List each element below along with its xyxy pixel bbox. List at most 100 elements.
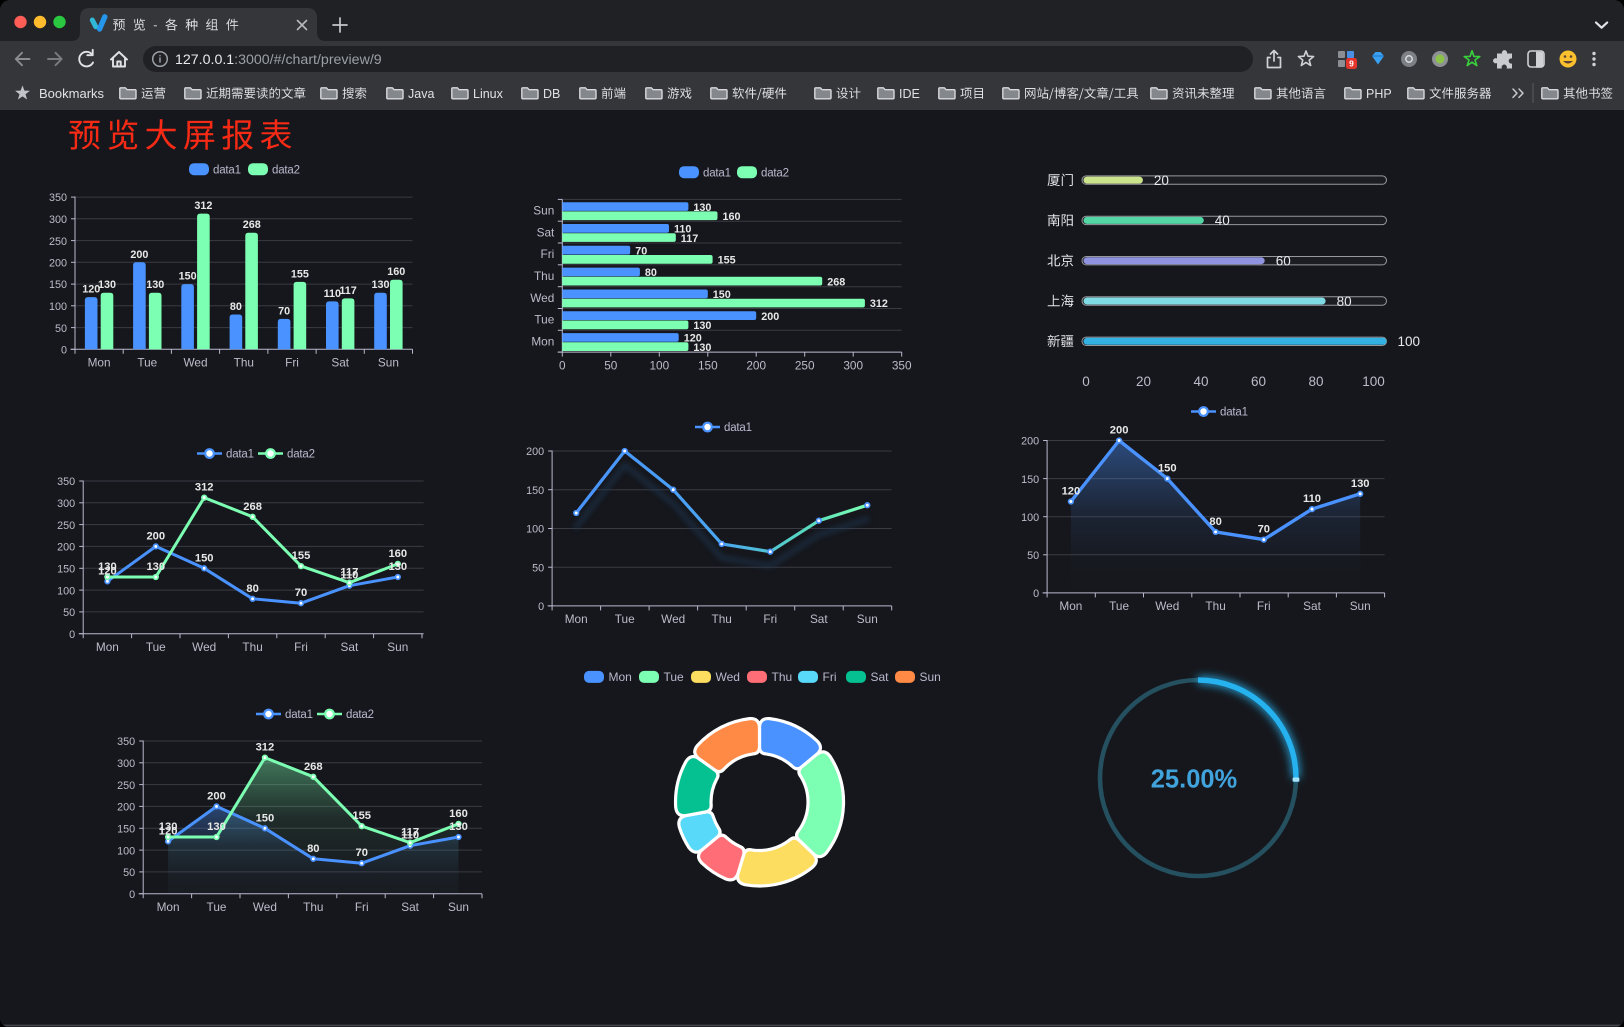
svg-text:Sat: Sat xyxy=(341,640,359,654)
svg-text:Sat: Sat xyxy=(401,900,419,914)
svg-text:312: 312 xyxy=(256,742,275,754)
svg-text:117: 117 xyxy=(339,285,356,297)
svg-text:0: 0 xyxy=(129,889,135,901)
svg-text:0: 0 xyxy=(61,345,67,357)
svg-text:data2: data2 xyxy=(287,449,315,461)
svg-text:0: 0 xyxy=(538,601,544,613)
svg-text:Mon: Mon xyxy=(88,356,111,370)
svg-text:117: 117 xyxy=(401,827,419,839)
svg-text:250: 250 xyxy=(49,236,67,248)
svg-text:Thu: Thu xyxy=(712,612,732,626)
svg-text:130: 130 xyxy=(693,320,711,332)
svg-text:Fri: Fri xyxy=(823,670,837,684)
svg-text:70: 70 xyxy=(295,587,307,599)
svg-text:268: 268 xyxy=(243,219,261,231)
svg-text:268: 268 xyxy=(243,501,262,513)
svg-text:50: 50 xyxy=(63,607,75,619)
svg-text:70: 70 xyxy=(355,847,367,859)
svg-text:200: 200 xyxy=(49,258,67,270)
svg-text:150: 150 xyxy=(1158,463,1177,475)
svg-text:50: 50 xyxy=(604,358,618,372)
svg-text:9: 9 xyxy=(1349,59,1354,69)
svg-text:Fri: Fri xyxy=(763,612,777,626)
svg-text:80: 80 xyxy=(1209,516,1221,528)
svg-text:130: 130 xyxy=(693,202,711,214)
svg-text:0: 0 xyxy=(559,358,566,372)
svg-text:200: 200 xyxy=(746,358,766,372)
svg-text:250: 250 xyxy=(795,358,815,372)
svg-text:200: 200 xyxy=(117,802,135,814)
svg-text:Tue: Tue xyxy=(534,313,554,327)
svg-text:160: 160 xyxy=(388,548,407,560)
svg-text:120: 120 xyxy=(82,284,100,296)
svg-text:200: 200 xyxy=(57,542,75,554)
svg-text:312: 312 xyxy=(194,200,212,212)
svg-text:150: 150 xyxy=(57,564,75,576)
svg-text:60: 60 xyxy=(1276,254,1291,269)
svg-text:Thu: Thu xyxy=(1205,599,1225,613)
svg-text:160: 160 xyxy=(387,266,405,278)
svg-text:350: 350 xyxy=(117,736,135,748)
svg-text:Fri: Fri xyxy=(355,900,369,914)
svg-text:Thu: Thu xyxy=(534,269,554,283)
svg-text:40: 40 xyxy=(1193,374,1208,389)
svg-text:100: 100 xyxy=(57,585,75,597)
svg-text:PHP: PHP xyxy=(1366,87,1392,101)
svg-text:100: 100 xyxy=(49,301,67,313)
svg-text:200: 200 xyxy=(207,790,226,802)
svg-text:Wed: Wed xyxy=(253,900,277,914)
svg-text:130: 130 xyxy=(146,561,165,573)
svg-text:300: 300 xyxy=(843,358,863,372)
svg-text:130: 130 xyxy=(146,279,164,291)
svg-text:110: 110 xyxy=(324,288,341,300)
svg-text:120: 120 xyxy=(1062,486,1081,498)
svg-text:Fri: Fri xyxy=(294,640,308,654)
svg-text:Sun: Sun xyxy=(857,612,878,626)
svg-text:312: 312 xyxy=(870,298,888,310)
svg-text:70: 70 xyxy=(1258,524,1270,536)
svg-text:Wed: Wed xyxy=(661,612,685,626)
svg-text:100: 100 xyxy=(1362,374,1385,389)
svg-text:Tue: Tue xyxy=(664,670,685,684)
svg-text:117: 117 xyxy=(681,233,698,245)
svg-text:Tue: Tue xyxy=(146,640,166,654)
svg-text:Tue: Tue xyxy=(207,900,227,914)
svg-text:Java: Java xyxy=(408,87,434,101)
svg-text:Wed: Wed xyxy=(716,670,740,684)
svg-text:200: 200 xyxy=(761,311,779,323)
svg-text:Thu: Thu xyxy=(234,356,254,370)
svg-text:Sun: Sun xyxy=(387,640,408,654)
svg-text:data1: data1 xyxy=(285,709,313,721)
svg-text:150: 150 xyxy=(1021,474,1039,486)
svg-text:150: 150 xyxy=(698,358,718,372)
svg-text:80: 80 xyxy=(246,583,258,595)
svg-text:200: 200 xyxy=(526,446,544,458)
svg-text:0: 0 xyxy=(69,629,75,641)
svg-text:127.0.0.1:3000/#/chart/preview: 127.0.0.1:3000/#/chart/preview/9 xyxy=(175,52,382,68)
svg-text:Mon: Mon xyxy=(1059,599,1082,613)
svg-text:150: 150 xyxy=(526,485,544,497)
svg-text:155: 155 xyxy=(291,268,309,280)
svg-text:130: 130 xyxy=(388,561,407,573)
svg-text:120: 120 xyxy=(159,825,178,837)
svg-text:data2: data2 xyxy=(272,164,300,176)
svg-text:100: 100 xyxy=(1398,334,1421,349)
svg-text:150: 150 xyxy=(256,812,275,824)
svg-text:110: 110 xyxy=(401,830,419,842)
svg-text:0: 0 xyxy=(1033,588,1039,600)
svg-text:110: 110 xyxy=(1303,493,1321,505)
svg-text:80: 80 xyxy=(1308,374,1323,389)
svg-text:155: 155 xyxy=(292,550,311,562)
svg-text:20: 20 xyxy=(1154,173,1169,188)
svg-text:Sat: Sat xyxy=(871,670,890,684)
svg-text:DB: DB xyxy=(543,87,560,101)
svg-text:117: 117 xyxy=(340,567,358,579)
svg-text:Thu: Thu xyxy=(772,670,793,684)
svg-text:150: 150 xyxy=(117,824,135,836)
svg-text:data2: data2 xyxy=(346,709,374,721)
svg-text:Sat: Sat xyxy=(331,356,349,370)
svg-text:Linux: Linux xyxy=(473,87,504,101)
svg-text:70: 70 xyxy=(278,305,290,317)
svg-text:80: 80 xyxy=(307,843,319,855)
svg-text:data1: data1 xyxy=(703,167,731,179)
